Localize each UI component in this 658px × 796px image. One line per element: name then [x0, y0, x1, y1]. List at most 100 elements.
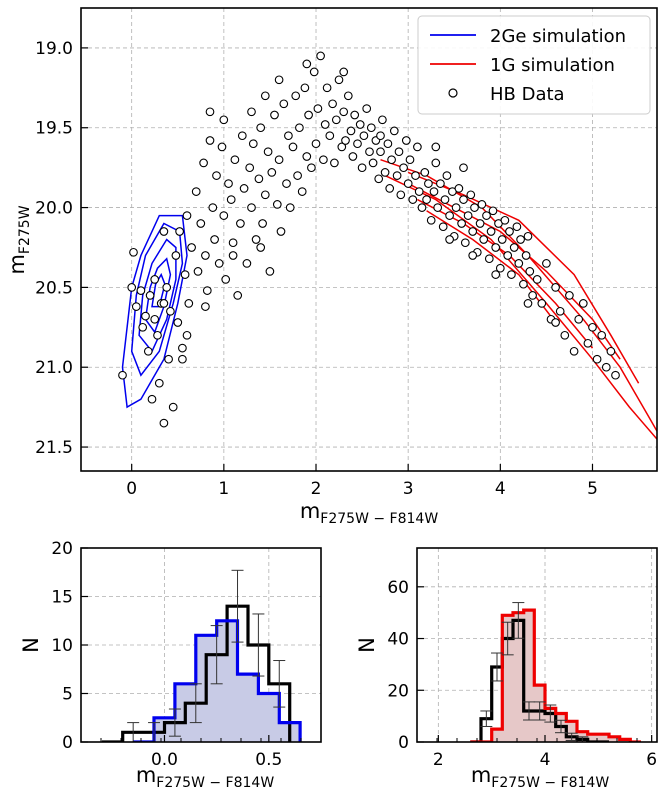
main-cmd-panel: 0 1 2 3 4 5 19.0 19.5 20.0 20.5 21.0 21.5 mF275W − …	[5, 7, 658, 527]
hb-data-point	[569, 346, 579, 356]
hb-data-point	[131, 302, 141, 311]
hb-data-point	[507, 270, 516, 279]
hb-data-point	[463, 211, 473, 220]
hb-data-point	[396, 190, 406, 200]
hb-data-point	[159, 299, 169, 308]
x-tick-label: 1	[218, 479, 229, 499]
hb-data-point	[445, 235, 454, 244]
hb-data-point	[276, 227, 286, 236]
hb-data-point	[171, 251, 181, 260]
hb-data-point	[205, 107, 215, 117]
hb-data-point	[274, 75, 284, 85]
contour-line	[380, 158, 657, 432]
hb-data-point	[307, 163, 316, 173]
x-tick-label: 0.0	[151, 750, 178, 770]
hb-data-point	[528, 291, 537, 300]
hb-data-point	[302, 152, 312, 161]
y-tick-label: 15	[51, 588, 73, 608]
hb-data-point	[178, 343, 187, 353]
y-tick-label: 20.5	[35, 278, 73, 298]
hb-data-point	[313, 104, 323, 113]
hb-data-point	[376, 131, 385, 141]
hb-data-point	[258, 219, 267, 228]
hb-data-point	[532, 275, 542, 284]
hb-data-point	[118, 370, 127, 380]
legend-label-2ge: 2Ge simulation	[490, 26, 626, 47]
hb-data-point	[468, 227, 478, 236]
hb-data-point	[438, 222, 448, 232]
hb-data-point	[486, 227, 496, 236]
hb-data-point	[202, 286, 212, 295]
y-tick-label: 19.0	[35, 39, 73, 59]
hb-data-point	[288, 142, 298, 152]
legend-label-hb: HB Data	[490, 84, 565, 105]
hb-data-point	[193, 267, 203, 276]
hb-data-point	[180, 270, 190, 279]
legend-box	[417, 15, 651, 115]
hb-data-point	[442, 171, 452, 180]
hb-data-point	[182, 211, 192, 220]
hb-data-point	[166, 306, 175, 316]
hb-data-point	[454, 184, 464, 193]
hb-data-point	[247, 107, 256, 117]
hb-data-point	[525, 267, 535, 276]
hb-data-point	[353, 139, 362, 149]
hb-data-point	[334, 75, 344, 85]
hb-data-point	[239, 184, 249, 193]
hb-data-point	[196, 219, 206, 228]
hist-2ge-ticks: 0.0 0.5 0 5 10 15 20	[51, 539, 302, 770]
hb-data-point	[184, 299, 194, 308]
main-legend: 2Ge simulation 1G simulation HB Data	[417, 15, 651, 115]
hb-data-point	[295, 123, 304, 133]
hb-data-point	[500, 215, 510, 225]
hb-data-point	[611, 370, 620, 380]
hb-data-point	[147, 394, 157, 404]
hb-data-point	[519, 279, 528, 289]
hb-data-point	[154, 378, 164, 388]
contour-line	[121, 214, 188, 409]
hb-data-point	[325, 131, 335, 141]
hb-data-point	[583, 338, 593, 348]
hb-data-point	[459, 163, 468, 173]
hb-data-point	[392, 171, 402, 180]
hb-data-point	[403, 179, 413, 188]
hb-data-point	[330, 158, 339, 168]
hb-data-point	[343, 91, 353, 101]
hb-data-point	[339, 107, 349, 117]
hb-data-point	[320, 120, 330, 129]
hb-data-point	[451, 203, 461, 212]
hb-data-point	[164, 354, 173, 364]
hb-data-point	[365, 147, 374, 157]
hb-data-point	[592, 354, 602, 364]
hb-data-point	[542, 259, 551, 268]
y-tick-label: 0	[62, 733, 73, 753]
hb-data-point	[322, 83, 332, 93]
hb-data-point	[484, 254, 494, 264]
hb-data-point	[245, 163, 255, 173]
hb-data-point	[468, 251, 478, 260]
hb-data-point	[383, 139, 393, 149]
hb-data-point	[387, 155, 396, 165]
hb-data-point	[411, 171, 420, 180]
x-tick-label: 4	[495, 479, 506, 499]
hb-data-point	[422, 195, 431, 204]
hb-data-point	[304, 110, 313, 120]
hb-data-point	[293, 171, 302, 180]
hb-data-point	[328, 99, 337, 109]
y-tick-label: 20	[51, 539, 73, 559]
hb-data-point	[270, 110, 279, 120]
hb-data-point	[136, 286, 146, 295]
hb-data-point	[127, 283, 137, 292]
main-axes-frame	[80, 7, 658, 472]
sim-hist-step	[470, 608, 641, 742]
hb-data-point	[420, 168, 430, 177]
hb-data-point	[279, 99, 289, 109]
hb-data-point	[565, 291, 574, 300]
hb-data-point	[291, 91, 301, 101]
y-tick-label: 21.5	[35, 438, 73, 458]
hb-data-point	[537, 299, 547, 308]
hb-data-point	[205, 136, 215, 145]
